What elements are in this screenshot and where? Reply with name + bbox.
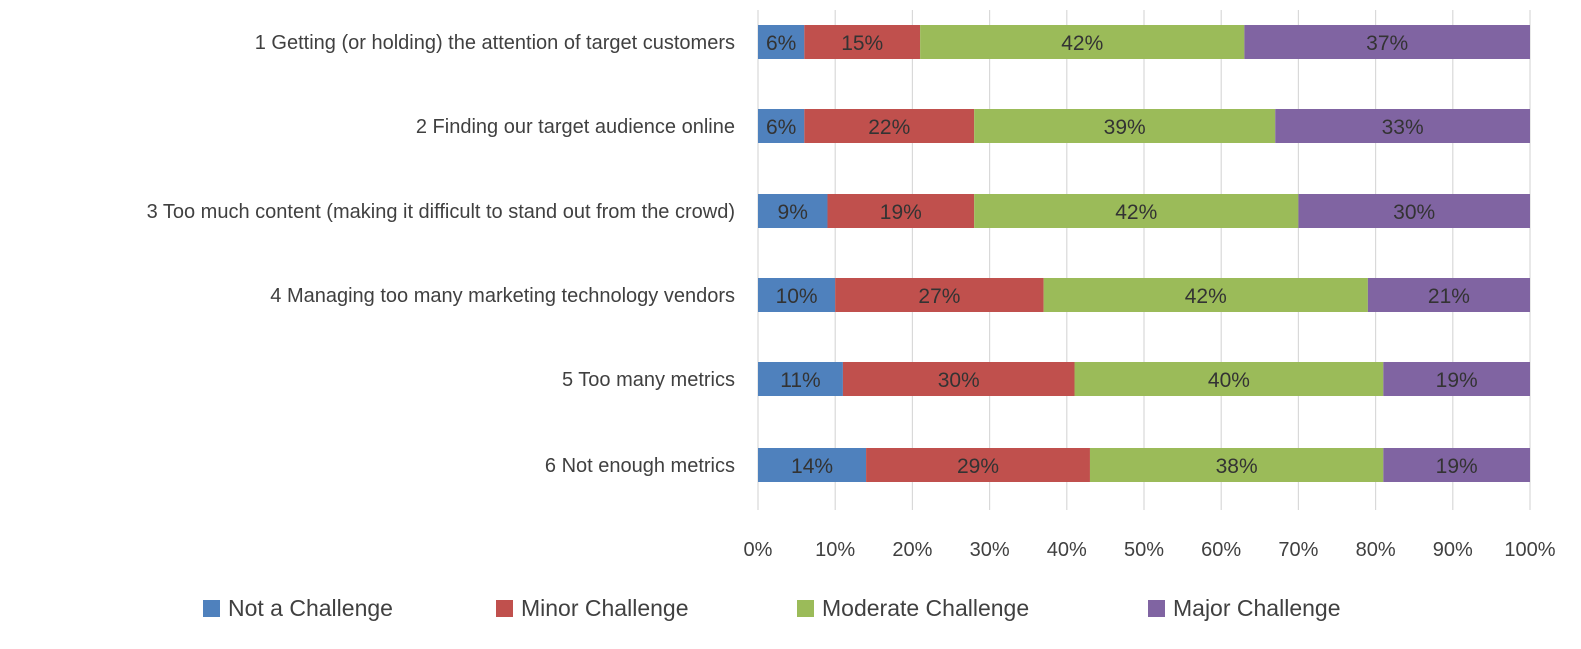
x-tick-label: 0%: [744, 539, 773, 561]
data-label: 10%: [776, 285, 818, 308]
data-label: 27%: [918, 285, 960, 308]
bar-segment: [1383, 362, 1530, 396]
legend: Not a Challenge Minor Challenge Moderate C…: [203, 595, 1340, 621]
bar-segment: [758, 25, 805, 59]
legend-swatch: [1148, 600, 1165, 617]
gridlines: [757, 10, 1531, 510]
category-labels: 1 Getting (or holding) the attention of …: [147, 32, 735, 477]
legend-item: Moderate Challenge: [797, 595, 1029, 621]
data-label: 15%: [841, 32, 883, 55]
bar-segment: [974, 194, 1299, 228]
bar-segment: [1275, 109, 1530, 143]
bar-segment: [758, 109, 805, 143]
bar-segment: [1298, 194, 1530, 228]
x-tick-label: 50%: [1124, 539, 1164, 561]
x-tick-label: 40%: [1047, 539, 1087, 561]
data-label: 42%: [1185, 285, 1227, 308]
bar-segment: [974, 109, 1276, 143]
bar-segment: [758, 448, 867, 482]
bar-segment: [920, 25, 1245, 59]
category-label: 3 Too much content (making it difficult …: [147, 201, 735, 223]
bar-segment: [758, 194, 828, 228]
category-label: 2 Finding our target audience online: [416, 116, 735, 138]
legend-swatch: [797, 600, 814, 617]
data-label: 42%: [1115, 201, 1157, 224]
data-label: 40%: [1208, 369, 1250, 392]
legend-label: Not a Challenge: [228, 595, 393, 621]
data-label: 6%: [766, 116, 796, 139]
bar-segment: [842, 362, 1075, 396]
legend-label: Minor Challenge: [521, 595, 688, 621]
data-label: 19%: [1436, 369, 1478, 392]
bar-segment: [804, 109, 975, 143]
x-tick-label: 30%: [970, 539, 1010, 561]
data-label: 19%: [1436, 455, 1478, 478]
x-tick-label: 80%: [1356, 539, 1396, 561]
bar-segment: [1043, 278, 1368, 312]
data-label: 29%: [957, 455, 999, 478]
bar-segment: [1244, 25, 1530, 59]
bar-segment: [1383, 448, 1530, 482]
data-label: 14%: [791, 455, 833, 478]
data-label: 30%: [1393, 201, 1435, 224]
x-tick-label: 100%: [1504, 539, 1555, 561]
bar-segment: [827, 194, 975, 228]
data-label: 19%: [880, 201, 922, 224]
bar-segment: [1367, 278, 1530, 312]
legend-swatch: [496, 600, 513, 617]
x-axis-tick-labels: 0% 10% 20% 30% 40% 50% 60% 70% 80% 90% 100%: [744, 539, 1556, 561]
data-label: 33%: [1382, 116, 1424, 139]
bar-segment: [1089, 448, 1384, 482]
category-label: 6 Not enough metrics: [545, 455, 735, 477]
legend-label: Major Challenge: [1173, 595, 1340, 621]
bar-segment: [835, 278, 1044, 312]
data-label: 22%: [868, 116, 910, 139]
data-label: 37%: [1366, 32, 1408, 55]
category-label: 4 Managing too many marketing technology…: [270, 285, 735, 307]
legend-swatch: [203, 600, 220, 617]
data-label: 38%: [1216, 455, 1258, 478]
x-tick-label: 20%: [892, 539, 932, 561]
bar-segment: [758, 278, 836, 312]
bar-segment: [804, 25, 921, 59]
data-label: 30%: [938, 369, 980, 392]
category-label: 1 Getting (or holding) the attention of …: [255, 32, 735, 54]
data-label: 11%: [780, 369, 820, 392]
legend-item: Minor Challenge: [496, 595, 688, 621]
data-label: 6%: [766, 32, 796, 55]
bar-segment: [866, 448, 1090, 482]
data-label: 42%: [1061, 32, 1103, 55]
legend-item: Major Challenge: [1148, 595, 1340, 621]
category-label: 5 Too many metrics: [562, 369, 735, 391]
bar-segment: [758, 362, 843, 396]
legend-item: Not a Challenge: [203, 595, 393, 621]
bars: 6% 15% 42% 37% 6% 22% 39% 33% 9% 19% 42% 30% 10% 27% 4…: [758, 25, 1530, 482]
x-tick-label: 60%: [1201, 539, 1241, 561]
legend-label: Moderate Challenge: [822, 595, 1029, 621]
x-tick-label: 70%: [1278, 539, 1318, 561]
x-tick-label: 90%: [1433, 539, 1473, 561]
bar-segment: [1074, 362, 1384, 396]
data-label: 9%: [778, 201, 808, 224]
data-label: 21%: [1428, 285, 1470, 308]
data-label: 39%: [1104, 116, 1146, 139]
x-tick-label: 10%: [815, 539, 855, 561]
